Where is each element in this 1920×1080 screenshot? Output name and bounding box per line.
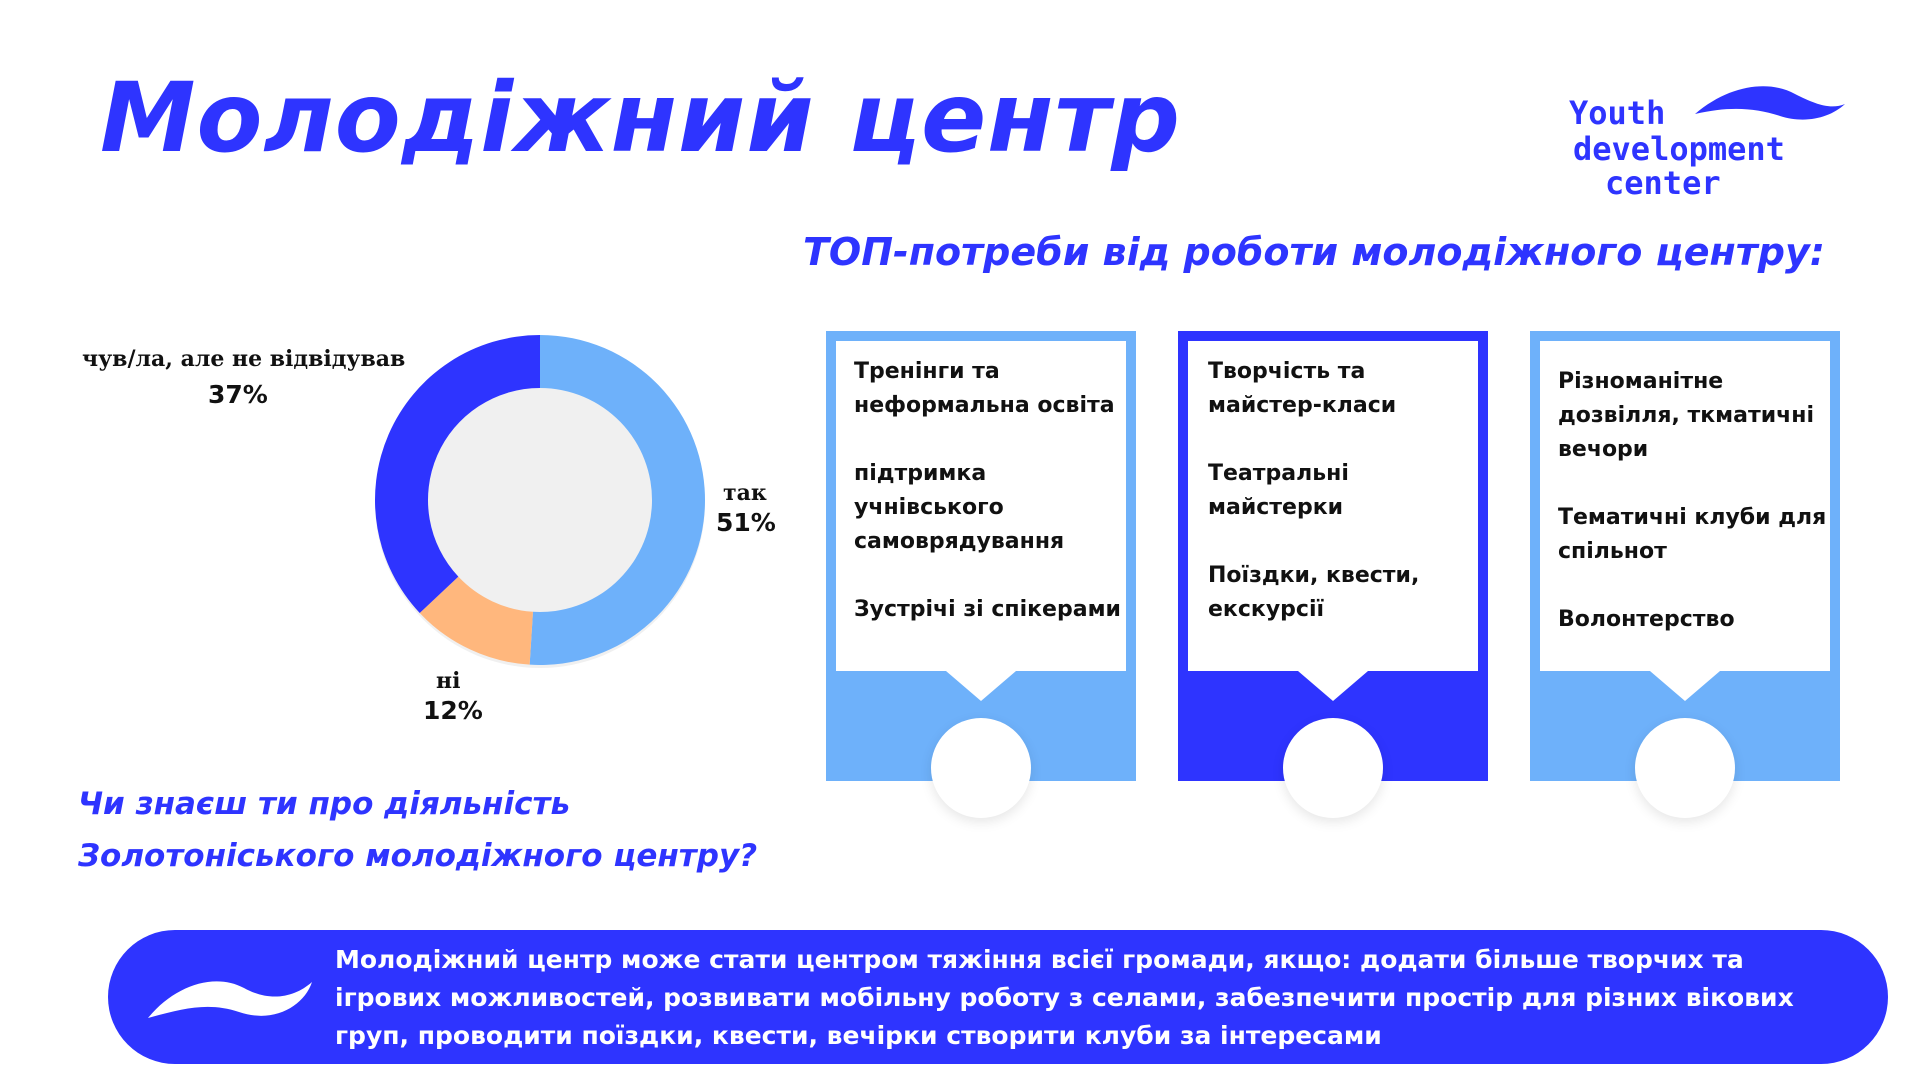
logo-line-center: center: [1605, 164, 1721, 202]
donut-chart: [375, 335, 706, 668]
card-item: Волонтерство: [1558, 607, 1735, 632]
card-body: Творчість та майстер-класи Театральні ма…: [1188, 341, 1478, 671]
section-subtitle: ТОП-потреби від роботи молодіжного центр…: [803, 230, 1825, 274]
page-title: Молодіжний центр: [100, 62, 1181, 174]
slice-value-heard: 37%: [208, 380, 268, 409]
card-item: Творчість та майстер-класи: [1208, 359, 1397, 418]
card-pointer: [946, 671, 1016, 701]
donut-slice-1: [419, 576, 533, 665]
card-item: Театральні майстерки: [1208, 461, 1349, 520]
slice-value-yes: 51%: [716, 508, 776, 537]
card-item: Поїздки, квести, екскурсії: [1208, 563, 1420, 622]
slice-value-no: 12%: [423, 696, 483, 725]
donut-slice-2: [375, 335, 540, 613]
logo-line-development: development: [1573, 130, 1785, 168]
conclusion-banner: Молодіжний центр може стати центром тяжі…: [108, 930, 1888, 1064]
card-body: Різноманітне дозвілля, ткматичні вечори …: [1540, 341, 1830, 671]
card-item: підтримка учнівського самоврядування: [854, 461, 1065, 554]
card-circle: [1283, 718, 1383, 818]
card-item: Зустрічі зі спікерами: [854, 597, 1121, 622]
card-item: Тренінги та неформальна освіта: [854, 359, 1115, 418]
chart-question: Чи знаєш ти про діяльність Золотоніськог…: [78, 778, 757, 882]
slice-label-no: ні: [436, 668, 461, 694]
card-circle: [931, 718, 1031, 818]
card-body: Тренінги та неформальна освіта підтримка…: [836, 341, 1126, 671]
card-pointer: [1298, 671, 1368, 701]
youth-development-center-logo: Youth development center: [1555, 82, 1845, 207]
logo-wave-icon: [1695, 86, 1845, 120]
needs-card-education: Тренінги та неформальна освіта підтримка…: [826, 331, 1136, 818]
chart-question-line1: Чи знаєш ти про діяльність: [78, 786, 571, 822]
conclusion-text: Молодіжний центр може стати центром тяжі…: [335, 945, 1794, 1050]
chart-question-line2: Золотоніського молодіжного центру?: [78, 838, 758, 874]
logo-line-youth: Youth: [1569, 94, 1666, 132]
card-item: Тематичні клуби для спільнот: [1558, 505, 1827, 564]
needs-card-creativity: Творчість та майстер-класи Театральні ма…: [1178, 331, 1488, 818]
card-circle: [1635, 718, 1735, 818]
wave-icon: [148, 981, 312, 1018]
donut-slice-0: [529, 335, 706, 665]
slice-label-yes: так: [723, 480, 767, 506]
card-pointer: [1650, 671, 1720, 701]
slice-label-heard: чув/ла, але не відвідував: [82, 346, 406, 372]
card-item: Різноманітне дозвілля, ткматичні вечори: [1558, 369, 1815, 462]
needs-card-leisure: Різноманітне дозвілля, ткматичні вечори …: [1530, 331, 1840, 818]
